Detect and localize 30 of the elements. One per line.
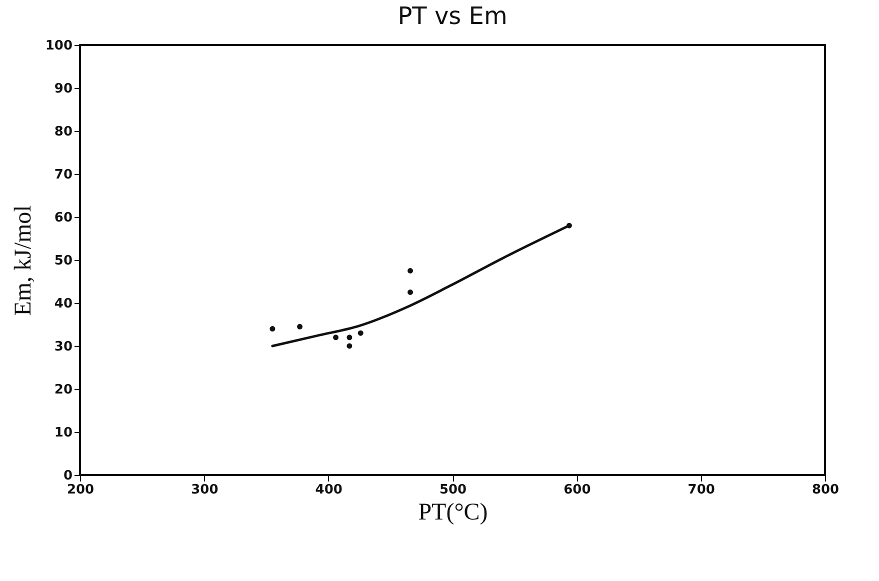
point (358, 330, 364, 336)
x-axis-title: PT(°C) (418, 500, 488, 526)
y-axis-title: Em, kJ/mol (10, 204, 36, 316)
chart-title: PT vs Em (398, 2, 508, 30)
y-tick-label: 0 (63, 468, 72, 484)
x-tick-label: 400 (315, 482, 342, 498)
x-tick-label: 800 (812, 482, 840, 498)
x-tick-label: 500 (439, 482, 467, 498)
y-tick-label: 100 (45, 38, 72, 54)
point (408, 290, 414, 295)
x-tick-label: 200 (66, 482, 94, 498)
point (408, 268, 414, 274)
x-tick-label: 700 (688, 482, 715, 498)
y-tick-label: 80 (54, 124, 72, 140)
point (346, 343, 352, 349)
y-tick-label: 10 (54, 426, 72, 440)
point (297, 324, 303, 330)
point (270, 326, 276, 332)
x-tick-label: 600 (564, 482, 591, 498)
point (333, 334, 339, 340)
point (346, 334, 352, 340)
y-tick-label: 20 (54, 382, 72, 398)
y-tick-label: 40 (54, 296, 72, 312)
y-tick-label: 70 (54, 168, 72, 182)
y-tick-label: 50 (54, 254, 72, 268)
y-tick-label: 60 (54, 210, 72, 226)
y-tick-label: 90 (54, 82, 72, 96)
y-tick-label: 30 (54, 340, 72, 354)
line-series (271, 224, 570, 348)
x-tick-label: 300 (191, 482, 218, 498)
